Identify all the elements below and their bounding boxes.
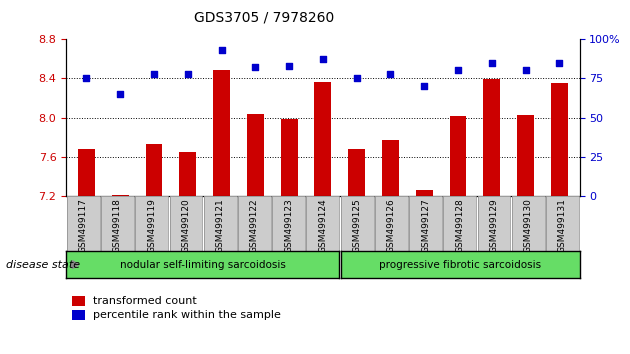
Bar bbox=[450, 116, 466, 196]
Text: GSM499126: GSM499126 bbox=[387, 198, 396, 253]
Point bbox=[520, 68, 530, 73]
Bar bbox=[483, 79, 500, 196]
Text: GSM499129: GSM499129 bbox=[490, 198, 498, 253]
Bar bbox=[517, 115, 534, 196]
Text: GSM499117: GSM499117 bbox=[79, 198, 88, 253]
Bar bbox=[78, 149, 95, 196]
Text: GSM499118: GSM499118 bbox=[113, 198, 122, 253]
Bar bbox=[112, 194, 129, 196]
Point bbox=[487, 60, 497, 65]
Bar bbox=[551, 83, 568, 196]
Text: GSM499131: GSM499131 bbox=[558, 198, 567, 253]
Bar bbox=[280, 119, 297, 196]
Point bbox=[217, 47, 227, 53]
Point bbox=[284, 63, 294, 69]
Text: GSM499124: GSM499124 bbox=[318, 198, 328, 253]
Bar bbox=[314, 82, 331, 196]
Point bbox=[352, 75, 362, 81]
Point bbox=[554, 60, 564, 65]
Point bbox=[453, 68, 463, 73]
Text: GSM499123: GSM499123 bbox=[284, 198, 293, 253]
Text: GSM499125: GSM499125 bbox=[353, 198, 362, 253]
Text: progressive fibrotic sarcoidosis: progressive fibrotic sarcoidosis bbox=[379, 259, 542, 270]
Text: nodular self-limiting sarcoidosis: nodular self-limiting sarcoidosis bbox=[120, 259, 285, 270]
Bar bbox=[382, 140, 399, 196]
Point bbox=[250, 64, 260, 70]
Text: GSM499130: GSM499130 bbox=[524, 198, 533, 253]
Text: GSM499128: GSM499128 bbox=[455, 198, 464, 253]
Point bbox=[149, 71, 159, 76]
Point bbox=[318, 57, 328, 62]
Point bbox=[115, 91, 125, 97]
Point bbox=[81, 75, 91, 81]
Text: GSM499119: GSM499119 bbox=[147, 198, 156, 253]
Bar bbox=[416, 190, 433, 196]
Point bbox=[419, 83, 429, 89]
Bar bbox=[146, 144, 163, 196]
Text: GSM499122: GSM499122 bbox=[250, 198, 259, 253]
Text: GSM499121: GSM499121 bbox=[215, 198, 225, 253]
Text: transformed count: transformed count bbox=[93, 296, 197, 306]
Text: percentile rank within the sample: percentile rank within the sample bbox=[93, 310, 280, 320]
Text: GDS3705 / 7978260: GDS3705 / 7978260 bbox=[195, 11, 335, 25]
Bar bbox=[213, 70, 230, 196]
Bar bbox=[180, 152, 196, 196]
Text: GSM499120: GSM499120 bbox=[181, 198, 190, 253]
Text: GSM499127: GSM499127 bbox=[421, 198, 430, 253]
Bar bbox=[247, 114, 264, 196]
Point bbox=[183, 71, 193, 76]
Bar bbox=[348, 149, 365, 196]
Text: disease state: disease state bbox=[6, 259, 81, 270]
Point bbox=[386, 71, 396, 76]
